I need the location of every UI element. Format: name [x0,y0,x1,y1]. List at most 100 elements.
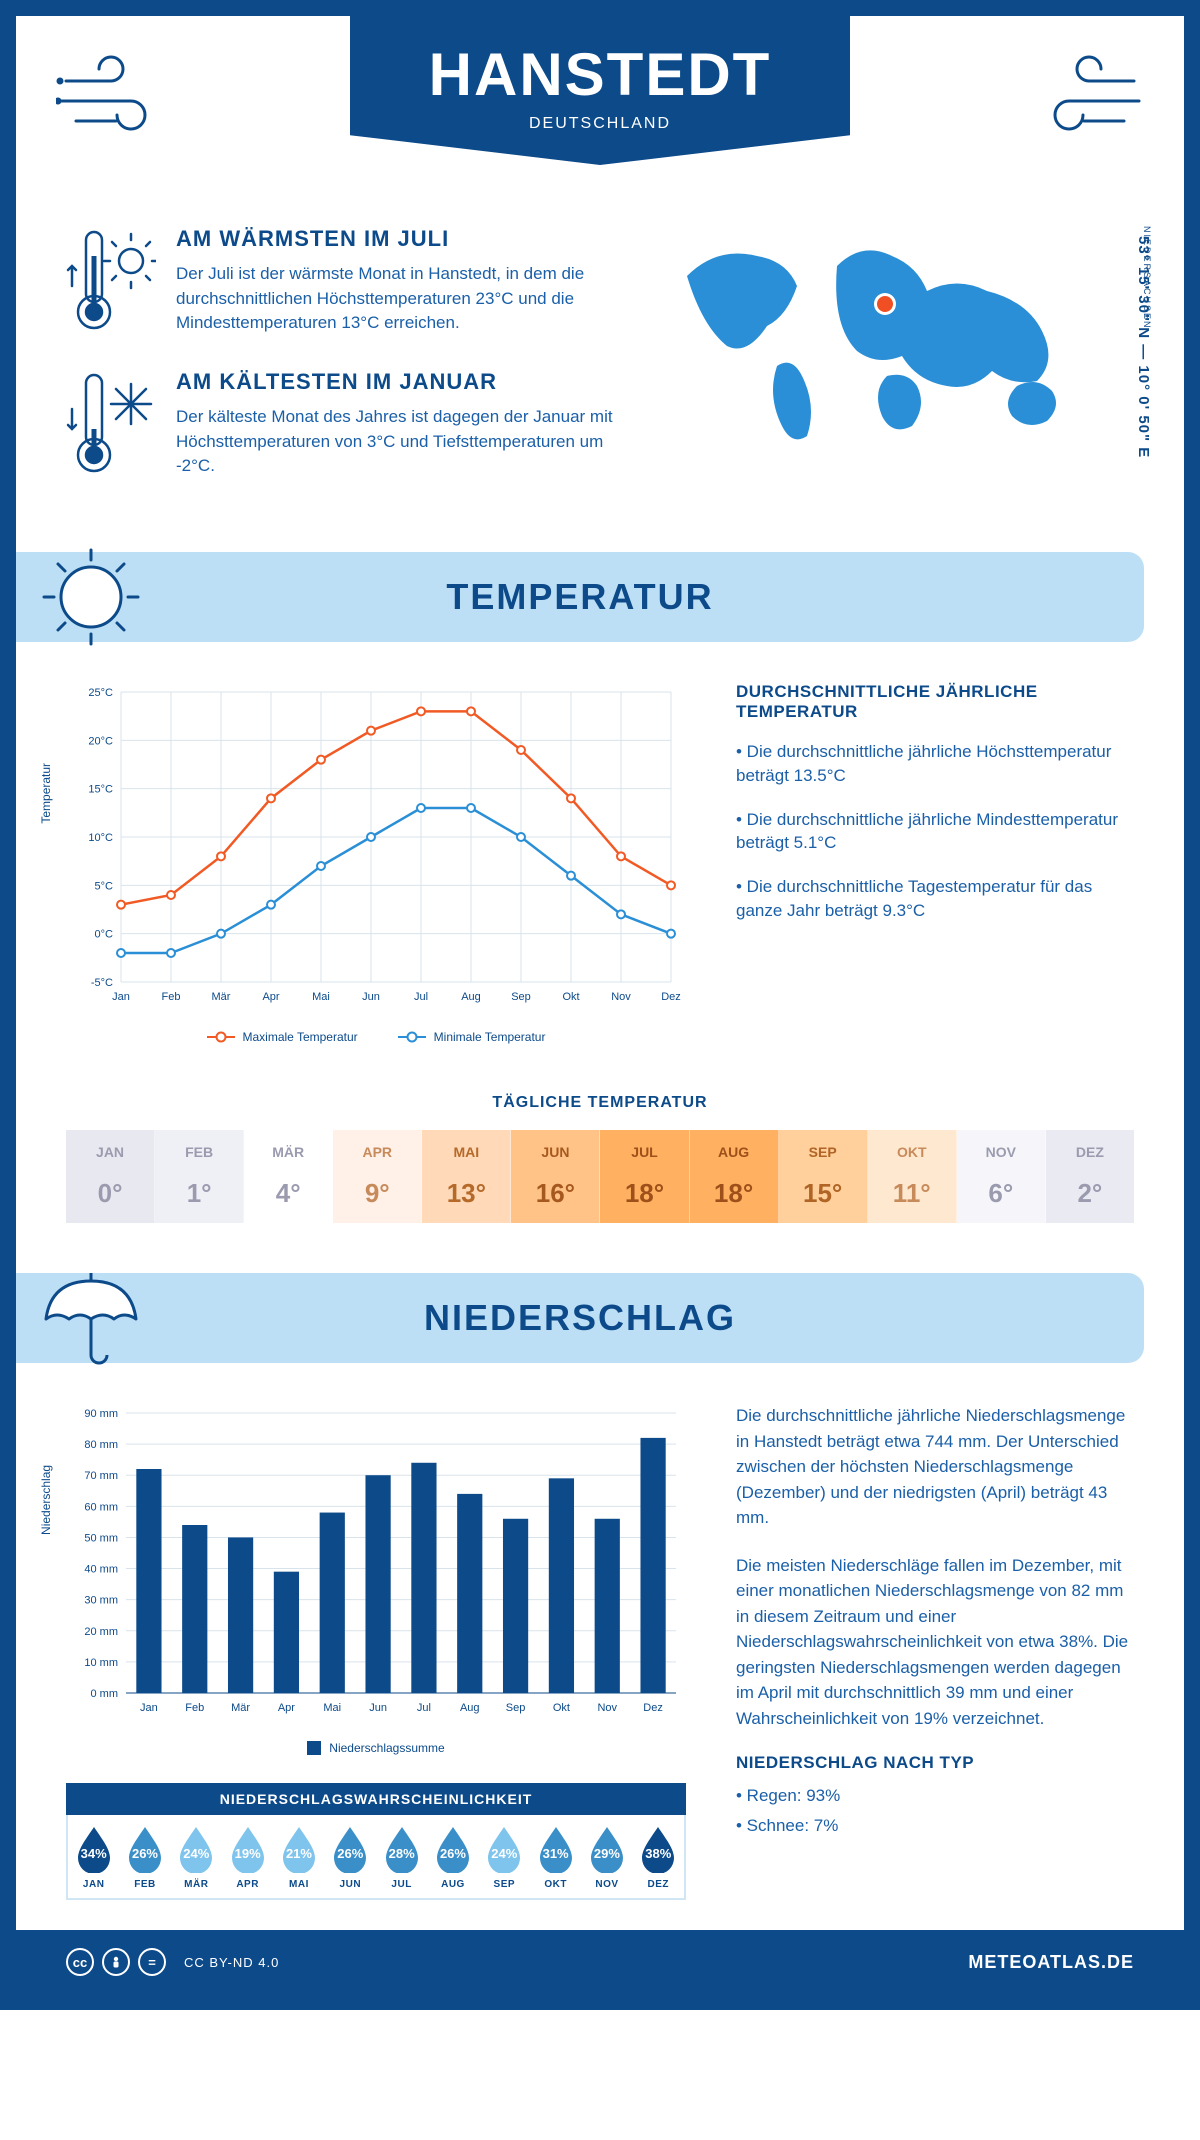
prob-cell: 21% MAI [273,1825,324,1890]
svg-text:Aug: Aug [460,1702,480,1714]
header: HANSTEDT DEUTSCHLAND [16,16,1184,216]
svg-text:Jul: Jul [414,991,428,1003]
map-marker-icon [877,296,893,312]
precip-title: NIEDERSCHLAG [424,1297,736,1338]
daily-temp-cell: APR9° [333,1130,422,1223]
temp-section: Temperatur -5°C0°C5°C10°C15°C20°C25°CJan… [16,672,1184,1074]
wind-icon [1014,46,1144,151]
precip-left: Niederschlag 0 mm10 mm20 mm30 mm40 mm50 … [66,1403,686,1900]
svg-text:Mai: Mai [312,991,330,1003]
footer: cc = CC BY-ND 4.0 METEOATLAS.DE [16,1930,1184,1994]
prob-row: 34% JAN 26% FEB 24% MÄR 19% [66,1815,686,1900]
prob-cell: 24% SEP [479,1825,530,1890]
svg-text:Mär: Mär [212,991,231,1003]
svg-text:Jun: Jun [369,1702,387,1714]
prob-title: NIEDERSCHLAGSWAHRSCHEINLICHKEIT [66,1783,686,1815]
temp-text: DURCHSCHNITTLICHE JÄHRLICHE TEMPERATUR •… [736,682,1134,1044]
daily-temp-cell: NOV6° [957,1130,1046,1223]
svg-text:60 mm: 60 mm [84,1501,118,1513]
wind-icon [56,46,186,151]
svg-text:30 mm: 30 mm [84,1595,118,1607]
umbrella-icon [36,1263,146,1382]
daily-temp-cell: MÄR4° [244,1130,333,1223]
svg-text:Nov: Nov [597,1702,617,1714]
license-block: cc = CC BY-ND 4.0 [66,1948,279,1976]
thermometer-cold-icon [66,369,156,484]
svg-text:Feb: Feb [185,1702,204,1714]
annual-bullet: • Die durchschnittliche jährliche Höchst… [736,740,1134,788]
prob-cell: 29% NOV [581,1825,632,1890]
license-text: CC BY-ND 4.0 [184,1955,279,1970]
legend-min: Minimale Temperatur [434,1030,546,1044]
warmest-title: AM WÄRMSTEN IM JULI [176,226,627,252]
daily-temp-cell: JAN0° [66,1130,155,1223]
precip-type-rain: • Regen: 93% [736,1783,1134,1809]
daily-temp-row: JAN0°FEB1°MÄR4°APR9°MAI13°JUN16°JUL18°AU… [66,1130,1134,1223]
svg-text:Okt: Okt [562,991,579,1003]
svg-text:Jun: Jun [362,991,380,1003]
temperature-title: TEMPERATUR [446,576,713,617]
daily-temp-cell: JUN16° [511,1130,600,1223]
temp-chart: Temperatur -5°C0°C5°C10°C15°C20°C25°CJan… [66,682,686,1044]
svg-text:Jul: Jul [417,1702,431,1714]
daily-temp-cell: JUL18° [600,1130,689,1223]
daily-temp-cell: SEP15° [779,1130,868,1223]
svg-text:Dez: Dez [643,1702,663,1714]
svg-text:Sep: Sep [506,1702,526,1714]
svg-text:40 mm: 40 mm [84,1564,118,1576]
coldest-body: Der kälteste Monat des Jahres ist dagege… [176,405,627,479]
map-container: NIEDERSACHSEN 53° 15' 30" N — 10° 0' 50"… [667,226,1134,512]
temperature-line-chart: -5°C0°C5°C10°C15°C20°C25°CJanFebMärAprMa… [66,682,686,1012]
daily-temp-cell: AUG18° [690,1130,779,1223]
precip-banner: NIEDERSCHLAG [16,1273,1144,1363]
page: HANSTEDT DEUTSCHLAND [0,0,1200,2010]
city-title: HANSTEDT [350,40,850,109]
svg-text:Apr: Apr [278,1702,295,1714]
svg-text:Sep: Sep [511,991,531,1003]
precip-type-snow: • Schnee: 7% [736,1813,1134,1839]
svg-text:Nov: Nov [611,991,631,1003]
annual-temp-heading: DURCHSCHNITTLICHE JÄHRLICHE TEMPERATUR [736,682,1134,722]
prob-cell: 28% JUL [376,1825,427,1890]
svg-text:90 mm: 90 mm [84,1408,118,1420]
warmest-body: Der Juli ist der wärmste Monat in Hanste… [176,262,627,336]
svg-text:10 mm: 10 mm [84,1657,118,1669]
title-ribbon: HANSTEDT DEUTSCHLAND [350,16,850,165]
svg-text:20°C: 20°C [88,735,113,747]
precip-text: Die durchschnittliche jährliche Niedersc… [736,1403,1134,1900]
annual-bullet: • Die durchschnittliche jährliche Mindes… [736,808,1134,856]
coldest-title: AM KÄLTESTEN IM JANUAR [176,369,627,395]
svg-text:Aug: Aug [461,991,481,1003]
precip-type-heading: NIEDERSCHLAG NACH TYP [736,1753,1134,1773]
prob-cell: 38% DEZ [633,1825,684,1890]
prob-cell: 34% JAN [68,1825,119,1890]
svg-text:20 mm: 20 mm [84,1626,118,1638]
svg-text:Mai: Mai [323,1702,341,1714]
svg-text:-5°C: -5°C [91,977,113,989]
svg-text:Okt: Okt [553,1702,570,1714]
svg-text:Apr: Apr [262,991,279,1003]
prob-cell: 31% OKT [530,1825,581,1890]
thermometer-hot-icon [66,226,156,341]
svg-text:5°C: 5°C [95,880,114,892]
temp-y-axis-label: Temperatur [39,763,53,824]
annual-bullet: • Die durchschnittliche Tagestemperatur … [736,875,1134,923]
daily-temp-cell: OKT11° [868,1130,957,1223]
svg-text:50 mm: 50 mm [84,1532,118,1544]
precip-legend: Niederschlagssumme [66,1741,686,1755]
legend-max: Maximale Temperatur [243,1030,358,1044]
cc-icon: cc [66,1948,94,1976]
prob-cell: 26% AUG [427,1825,478,1890]
prob-cell: 26% JUN [325,1825,376,1890]
svg-text:70 mm: 70 mm [84,1470,118,1482]
svg-text:0 mm: 0 mm [91,1688,119,1700]
by-icon [102,1948,130,1976]
precip-p2: Die meisten Niederschläge fallen im Deze… [736,1553,1134,1732]
prob-cell: 24% MÄR [171,1825,222,1890]
daily-temp-title: TÄGLICHE TEMPERATUR [16,1094,1184,1112]
prob-cell: 19% APR [222,1825,273,1890]
svg-text:10°C: 10°C [88,832,113,844]
warmest-block: AM WÄRMSTEN IM JULI Der Juli ist der wär… [66,226,627,341]
sun-icon [36,542,146,661]
daily-temp-cell: MAI13° [422,1130,511,1223]
